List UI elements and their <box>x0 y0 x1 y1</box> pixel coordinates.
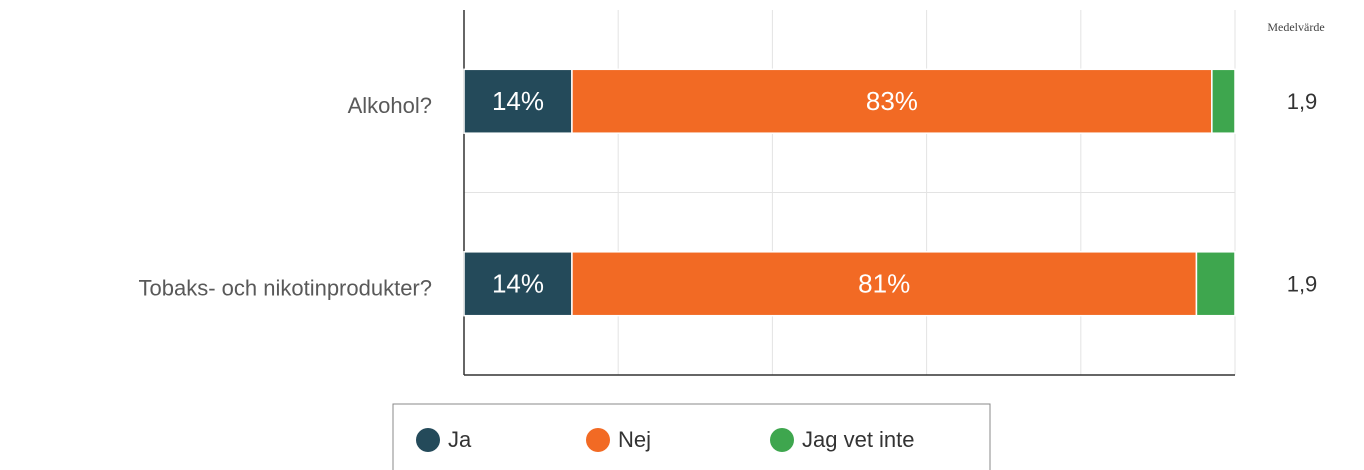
value-label: 14% <box>492 86 544 116</box>
mean-value: 1,9 <box>1287 272 1318 297</box>
legend-marker <box>416 428 440 452</box>
legend-label: Nej <box>618 427 651 452</box>
value-label: 81% <box>858 269 910 299</box>
mean-value: 1,9 <box>1287 89 1318 114</box>
category-label: Tobaks- och nikotinprodukter? <box>139 276 433 301</box>
legend-marker <box>770 428 794 452</box>
legend-label: Ja <box>448 427 472 452</box>
mean-header: Medelvärde <box>1267 20 1324 34</box>
value-label: 83% <box>866 86 918 116</box>
bar-segment <box>571 68 1213 134</box>
value-label: 14% <box>492 269 544 299</box>
legend-label: Jag vet inte <box>802 427 915 452</box>
bar-segment <box>463 251 573 317</box>
bar-segment <box>571 251 1198 317</box>
bar-segment <box>1211 68 1236 134</box>
legend-marker <box>586 428 610 452</box>
legend-box <box>392 403 991 470</box>
bar-segment <box>1195 251 1236 317</box>
category-label: Alkohol? <box>348 93 432 118</box>
